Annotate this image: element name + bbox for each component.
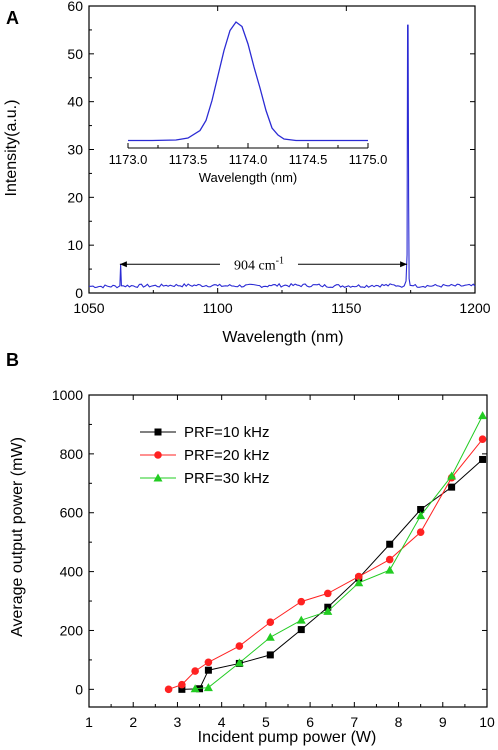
data-point-circle bbox=[204, 658, 213, 667]
data-point-circle bbox=[164, 685, 173, 694]
data-point-circle bbox=[385, 555, 394, 564]
data-point-square bbox=[266, 651, 274, 659]
legend-marker-circle bbox=[154, 451, 162, 459]
panel-b-y-tick-label: 1000 bbox=[52, 387, 83, 403]
panel-b-x-tick-label: 3 bbox=[174, 714, 182, 730]
panel-b-x-tick-label: 6 bbox=[306, 714, 314, 730]
legend-marker-square bbox=[154, 428, 162, 436]
data-point-triangle bbox=[190, 684, 200, 693]
data-point-circle bbox=[416, 528, 425, 536]
data-point-square bbox=[386, 540, 394, 548]
panel-b-x-tick-label: 8 bbox=[395, 714, 403, 730]
panel-b-x-tick-label: 4 bbox=[218, 714, 226, 730]
data-point-circle bbox=[297, 597, 306, 606]
data-point-triangle bbox=[323, 606, 333, 615]
data-point-triangle bbox=[447, 471, 457, 480]
data-point-circle bbox=[354, 572, 363, 581]
panel-b-x-tick-label: 7 bbox=[350, 714, 358, 730]
panel-b-plot-frame bbox=[88, 394, 488, 708]
panel-b-y-tick-label: 400 bbox=[60, 564, 84, 580]
data-point-circle bbox=[191, 667, 199, 675]
inset-x-axis-label: Wavelength (nm) bbox=[199, 170, 298, 185]
panel-b-x-tick-label: 9 bbox=[439, 714, 447, 730]
panel-a-x-tick-label: 1150 bbox=[331, 300, 361, 316]
data-point-circle bbox=[178, 680, 186, 689]
inset-x-tick-label: 1175.0 bbox=[349, 152, 388, 167]
data-point-square bbox=[479, 455, 487, 463]
data-point-square bbox=[448, 483, 456, 491]
legend-label: PRF=10 kHz bbox=[184, 424, 269, 441]
legend-label: PRF=20 kHz bbox=[184, 447, 269, 464]
data-point-triangle bbox=[203, 683, 213, 692]
panel-b-x-tick-label: 10 bbox=[479, 714, 495, 730]
series-triangle-group bbox=[190, 411, 488, 693]
panel-a-y-tick-label: 0 bbox=[75, 285, 83, 301]
panel-b-y-tick-label: 0 bbox=[75, 681, 83, 697]
panel-a-x-tick-label: 1050 bbox=[73, 300, 104, 316]
panel-b-y-tick-label: 800 bbox=[60, 446, 84, 462]
panel-a-plot-frame bbox=[88, 5, 476, 294]
panel-a-x-tick-label: 1200 bbox=[459, 300, 490, 316]
data-point-circle bbox=[324, 589, 332, 598]
panel-a-annotation-bg bbox=[219, 254, 298, 275]
data-point-triangle bbox=[234, 658, 244, 667]
panel-a-y-tick-label: 60 bbox=[67, 0, 83, 14]
panel-b-x-tick-label: 2 bbox=[129, 714, 137, 730]
panel-b-x-tick-label: 5 bbox=[262, 714, 270, 730]
panel-b: B Average output power (mW) Incident pum… bbox=[6, 350, 495, 746]
data-point-circle bbox=[235, 642, 244, 650]
panel-b-y-tick-label: 200 bbox=[60, 622, 84, 638]
panel-a-annotation-arrowhead-left bbox=[119, 261, 127, 268]
panel-a-y-tick-label: 20 bbox=[67, 189, 83, 205]
panel-a-y-axis-label: Intensity(a.u.) bbox=[3, 100, 20, 197]
panel-a-x-tick-label: 1100 bbox=[203, 300, 233, 316]
panel-b-y-axis-label: Average output power (mW) bbox=[9, 437, 26, 637]
data-point-triangle bbox=[354, 578, 364, 587]
data-point-square bbox=[417, 505, 425, 513]
inset-x-tick-label: 1173.5 bbox=[169, 152, 208, 167]
panel-b-x-tick-label: 1 bbox=[85, 714, 93, 730]
legend-marker-triangle bbox=[153, 473, 163, 482]
panel-a-y-tick-label: 50 bbox=[67, 46, 83, 62]
legend-label: PRF=30 kHz bbox=[184, 470, 269, 487]
inset-x-tick-label: 1174.0 bbox=[229, 152, 268, 167]
data-point-circle bbox=[478, 435, 487, 443]
data-point-square bbox=[178, 685, 186, 693]
panel-a-letter: A bbox=[6, 8, 19, 28]
data-point-triangle bbox=[385, 565, 395, 574]
panel-a-y-tick-label: 10 bbox=[67, 237, 83, 253]
data-point-triangle bbox=[416, 511, 426, 520]
panel-a-spectrum-line bbox=[88, 24, 476, 289]
panel-a-annotation-label: 904 cm-1 bbox=[234, 255, 284, 273]
data-point-square bbox=[204, 666, 212, 674]
panel-a-y-tick-label: 40 bbox=[67, 94, 83, 110]
panel-b-y-tick-label: 600 bbox=[60, 505, 84, 521]
panel-a: A Intensity(a.u.) Wavelength (nm) 1050 11… bbox=[3, 0, 491, 346]
inset-x-tick-label: 1173.0 bbox=[109, 152, 148, 167]
panel-b-letter: B bbox=[6, 350, 19, 370]
series-circle-group bbox=[164, 435, 487, 694]
inset-spectrum-line bbox=[128, 21, 368, 142]
panel-a-x-axis-label: Wavelength (nm) bbox=[222, 329, 343, 346]
data-point-circle bbox=[266, 618, 275, 627]
data-point-square bbox=[297, 626, 305, 634]
inset-x-tick-label: 1174.5 bbox=[289, 152, 328, 167]
panel-a-y-tick-label: 30 bbox=[67, 142, 83, 158]
data-point-triangle bbox=[478, 411, 488, 420]
data-point-triangle bbox=[296, 615, 306, 624]
panel-a-annotation-arrowhead-right bbox=[400, 261, 408, 268]
panel-b-x-axis-label: Incident pump power (W) bbox=[198, 729, 377, 746]
data-point-triangle bbox=[265, 632, 275, 641]
